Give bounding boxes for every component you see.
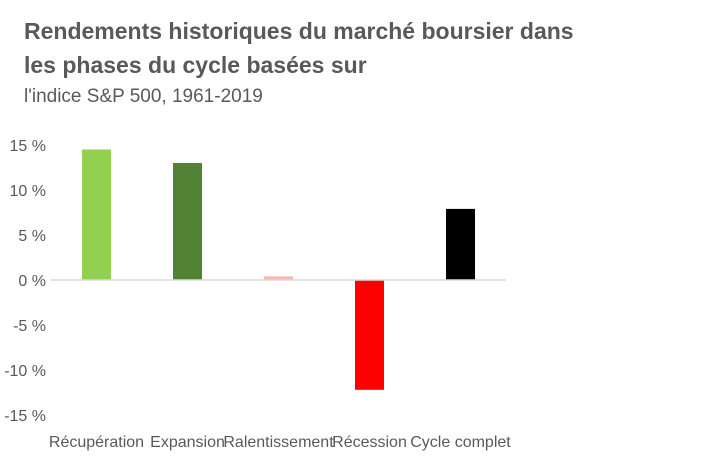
y-tick-label: 5 % (18, 228, 46, 245)
bar-1 (82, 149, 111, 280)
y-tick-label: -10 % (4, 363, 46, 380)
chart-subtitle: l'indice S&P 500, 1961-2019 (24, 86, 263, 107)
x-tick-label: Ralentissement (223, 434, 334, 451)
y-tick-label: -15 % (4, 408, 46, 425)
x-tick-label: Expansion (150, 434, 225, 451)
y-tick-label: -5 % (13, 318, 46, 335)
x-tick-label: Cycle complet (410, 434, 511, 451)
bar-4 (355, 280, 384, 390)
bar-5 (446, 208, 475, 280)
y-tick-label: 15 % (10, 138, 46, 155)
x-tick-label: Récupération (49, 434, 144, 451)
y-tick-label: 10 % (10, 183, 46, 200)
y-tick-label: 0 % (18, 273, 46, 290)
bar-2 (173, 163, 202, 280)
bar-3 (264, 276, 293, 280)
x-tick-label: Récession (332, 434, 407, 451)
chart-title: Rendements historiques du marché boursie… (24, 18, 574, 78)
